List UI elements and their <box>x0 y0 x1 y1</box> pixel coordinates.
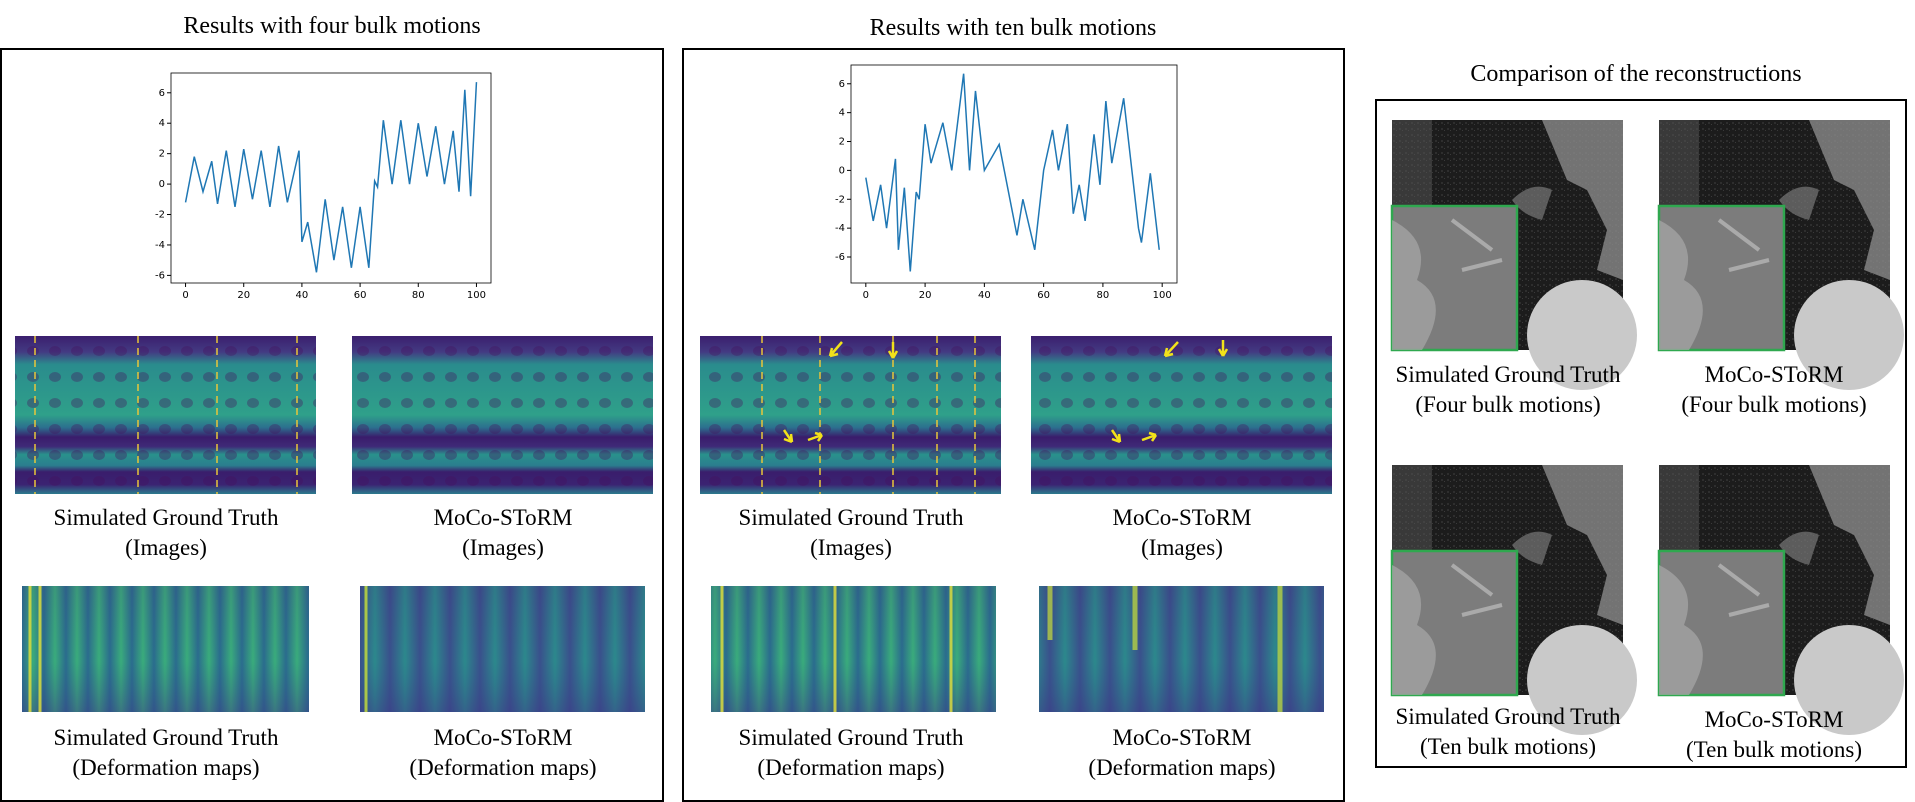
x-tick-label: 100 <box>1153 290 1172 301</box>
y-tick-label: 4 <box>839 108 845 119</box>
caption: Simulated Ground Truth <box>1396 362 1621 387</box>
mri-image <box>1657 463 1906 737</box>
caption: (Deformation maps) <box>1088 755 1275 780</box>
y-tick-label: 6 <box>839 79 845 90</box>
caption: Simulated Ground Truth <box>54 505 279 530</box>
y-tick-label: -2 <box>155 210 165 221</box>
caption: (Four bulk motions) <box>1415 392 1600 417</box>
x-tick-label: 0 <box>863 290 869 301</box>
caption: (Deformation maps) <box>409 755 596 780</box>
deformation-map <box>22 586 309 712</box>
caption: (Four bulk motions) <box>1681 392 1866 417</box>
caption: (Deformation maps) <box>72 755 259 780</box>
y-tick-label: 6 <box>159 88 165 99</box>
caption: MoCo-SToRM <box>434 505 573 530</box>
x-tick-label: 60 <box>1037 290 1050 301</box>
y-tick-label: 0 <box>839 165 845 176</box>
mri-image <box>1390 463 1639 737</box>
deformation-map <box>360 586 645 712</box>
caption: (Ten bulk motions) <box>1420 734 1596 759</box>
heatmap <box>15 336 316 494</box>
caption: (Images) <box>810 535 892 560</box>
y-tick-label: -4 <box>155 240 165 251</box>
mri-image <box>1390 118 1639 392</box>
y-tick-label: 2 <box>159 149 165 160</box>
caption: Simulated Ground Truth <box>1396 704 1621 729</box>
x-tick-label: 20 <box>237 290 250 301</box>
y-tick-label: -2 <box>835 194 845 205</box>
caption: MoCo-SToRM <box>1705 707 1844 732</box>
x-tick-label: 80 <box>1097 290 1110 301</box>
caption: (Images) <box>462 535 544 560</box>
x-tick-label: 60 <box>354 290 367 301</box>
deformation-map <box>1039 586 1324 712</box>
y-tick-label: 0 <box>159 179 165 190</box>
y-tick-label: -6 <box>155 270 165 281</box>
y-tick-label: -6 <box>835 252 845 263</box>
plot-frame <box>850 64 1178 284</box>
caption: Simulated Ground Truth <box>739 725 964 750</box>
mri-image <box>1657 118 1906 392</box>
y-tick-label: 2 <box>839 137 845 148</box>
caption: (Images) <box>1141 535 1223 560</box>
x-tick-label: 40 <box>978 290 991 301</box>
captions: Simulated Ground Truth (Images) MoCo-STo… <box>54 362 1867 780</box>
x-tick-label: 80 <box>412 290 425 301</box>
plot-frame <box>170 72 492 284</box>
line-series <box>865 73 1160 272</box>
heatmap <box>1031 336 1332 494</box>
caption: MoCo-SToRM <box>434 725 573 750</box>
deformation-map <box>711 586 996 712</box>
y-tick-label: -4 <box>835 223 845 234</box>
caption: MoCo-SToRM <box>1113 505 1252 530</box>
panel-title: Results with ten bulk motions <box>870 15 1157 41</box>
caption: (Deformation maps) <box>757 755 944 780</box>
panel-title: Results with four bulk motions <box>183 13 480 39</box>
panel-box <box>1375 99 1907 768</box>
heatmap <box>352 336 653 494</box>
x-tick-label: 100 <box>467 290 486 301</box>
caption: MoCo-SToRM <box>1705 362 1844 387</box>
caption: Simulated Ground Truth <box>54 725 279 750</box>
caption: (Ten bulk motions) <box>1686 737 1862 762</box>
line-series <box>184 82 478 273</box>
x-tick-label: 20 <box>919 290 932 301</box>
caption: (Images) <box>125 535 207 560</box>
panel-box <box>0 48 664 802</box>
y-tick-label: 4 <box>159 118 165 129</box>
caption: Simulated Ground Truth <box>739 505 964 530</box>
caption: MoCo-SToRM <box>1113 725 1252 750</box>
x-tick-label: 0 <box>182 290 188 301</box>
heatmap <box>700 336 1001 494</box>
x-tick-label: 40 <box>296 290 309 301</box>
panel-box <box>682 48 1345 802</box>
panel-title: Comparison of the reconstructions <box>1470 61 1801 87</box>
